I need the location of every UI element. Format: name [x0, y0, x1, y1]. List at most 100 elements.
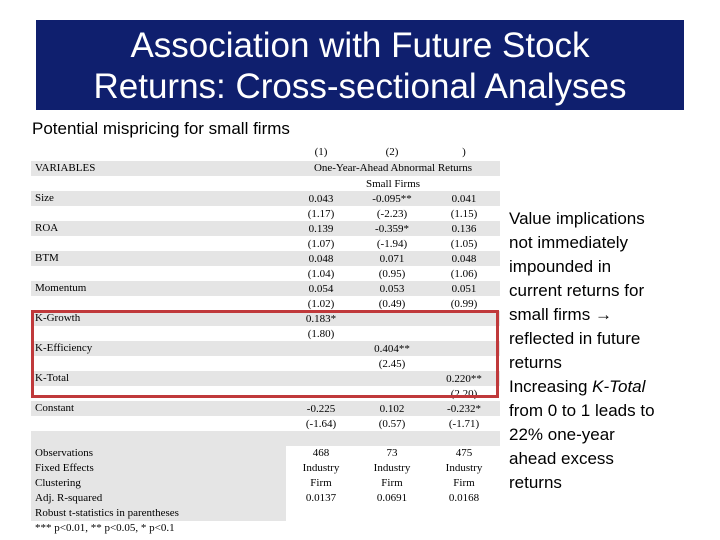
takeaway-line: small firms →: [509, 303, 714, 327]
cell-k-growth-coef-1: 0.183*: [305, 313, 337, 325]
stripe: [31, 191, 286, 206]
cell-roa-coef-3: 0.136: [451, 223, 477, 235]
cell-size-coef-1: 0.043: [308, 193, 334, 205]
stripe: [31, 221, 286, 236]
key-takeaways: Value implications not immediately impou…: [509, 207, 714, 495]
cell-roa-t-2: (-1.94): [376, 238, 408, 250]
takeaway-line: returns: [509, 353, 562, 372]
stripe: [31, 476, 286, 491]
row-label-clustering: Clustering: [35, 477, 81, 489]
row-label-adj-r-squared: Adj. R-squared: [35, 492, 103, 504]
stripe: [31, 491, 286, 506]
cell-adj-r2-2: 0.0691: [376, 492, 408, 504]
cell-constant-t-3: (-1.71): [448, 418, 480, 430]
takeaway-line: returns: [509, 473, 562, 492]
cell-btm-coef-3: 0.048: [451, 253, 477, 265]
cell-constant-t-1: (-1.64): [305, 418, 337, 430]
takeaway-line: current returns for: [509, 281, 645, 300]
cell-roa-coef-2: -0.359*: [375, 223, 409, 235]
cell-observations-2: 73: [386, 447, 398, 459]
stripe: [286, 311, 500, 326]
row-label-momentum: Momentum: [35, 282, 87, 294]
cell-roa-t-3: (1.05): [450, 238, 478, 250]
cell-momentum-coef-2: 0.053: [379, 283, 405, 295]
cell-btm-coef-1: 0.048: [308, 253, 334, 265]
cell-btm-t-1: (1.04): [307, 268, 335, 280]
k-total-emphasis: K-Total: [592, 377, 646, 396]
cell-momentum-t-1: (1.02): [307, 298, 335, 310]
col-header-3: ): [462, 146, 466, 158]
variables-header: VARIABLES: [35, 162, 96, 174]
cell-btm-t-2: (0.95): [378, 268, 406, 280]
takeaway-line: Increasing K-Total: [509, 375, 714, 399]
takeaway-line: Value implications: [509, 209, 645, 228]
slide-subtitle: Potential mispricing for small firms: [32, 119, 290, 138]
cell-size-t-2: (-2.23): [376, 208, 408, 220]
cell-momentum-coef-3: 0.051: [451, 283, 477, 295]
row-label-fixed-effects: Fixed Effects: [35, 462, 94, 474]
takeaway-line: not immediately: [509, 233, 629, 252]
variables-column: VARIABLES Size ROA BTM Momentum K-Growth…: [31, 148, 286, 534]
cell-k-growth-t-1: (1.80): [307, 328, 335, 340]
stripe: [31, 161, 286, 176]
cell-clustering-3: Firm: [453, 477, 475, 489]
cell-adj-r2-3: 0.0168: [448, 492, 480, 504]
takeaway-text: Increasing: [509, 377, 593, 396]
sub-header: Small Firms: [365, 178, 421, 190]
stripe: [31, 446, 286, 461]
cell-constant-coef-1: -0.225: [306, 403, 336, 415]
stripe: [31, 506, 286, 521]
stripe: [31, 431, 286, 446]
cell-observations-3: 475: [455, 447, 473, 459]
stripe: [286, 251, 500, 266]
cell-roa-t-1: (1.07): [307, 238, 335, 250]
takeaway-line: from 0 to 1 leads to: [509, 401, 655, 420]
title-line-1: Association with Future Stock: [130, 26, 590, 65]
regression-table: VARIABLES Size ROA BTM Momentum K-Growth…: [31, 146, 500, 534]
stripe: [286, 161, 500, 176]
takeaway-line: ahead excess: [509, 449, 614, 468]
stripe: [31, 461, 286, 476]
stripe: [286, 191, 500, 206]
cell-fixed-effects-3: Industry: [445, 462, 483, 474]
cell-constant-t-2: (0.57): [378, 418, 406, 430]
note-significance: *** p<0.01, ** p<0.05, * p<0.1: [35, 522, 175, 534]
row-label-roa: ROA: [35, 222, 59, 234]
stripe: [286, 281, 500, 296]
k-measures-highlight-box: [31, 310, 499, 398]
col-header-2: (2): [385, 146, 399, 158]
row-label-k-efficiency: K-Efficiency: [35, 342, 93, 354]
row-label-btm: BTM: [35, 252, 59, 264]
cell-k-efficiency-t-2: (2.45): [378, 358, 406, 370]
stripe: [286, 221, 500, 236]
cell-adj-r2-1: 0.0137: [305, 492, 337, 504]
takeaway-line: impounded in: [509, 257, 612, 276]
span-header: One-Year-Ahead Abnormal Returns: [313, 162, 473, 174]
row-label-size: Size: [35, 192, 54, 204]
cell-momentum-coef-1: 0.054: [308, 283, 334, 295]
cell-k-total-coef-3: 0.220**: [446, 373, 482, 385]
cell-clustering-2: Firm: [381, 477, 403, 489]
cell-size-coef-2: -0.095**: [372, 193, 412, 205]
cell-btm-t-3: (1.06): [450, 268, 478, 280]
takeaway-text: small firms: [509, 305, 595, 324]
stripe: [286, 431, 500, 446]
stripe: [31, 311, 286, 326]
cell-roa-coef-1: 0.139: [308, 223, 334, 235]
arrow-right-icon: →: [594, 305, 612, 324]
cell-btm-coef-2: 0.071: [379, 253, 405, 265]
takeaway-line: reflected in future: [509, 329, 641, 348]
stripe: [286, 371, 500, 386]
row-label-k-total: K-Total: [35, 372, 70, 384]
col-header-1: (1): [314, 146, 328, 158]
cell-observations-1: 468: [312, 447, 330, 459]
cell-size-t-3: (1.15): [450, 208, 478, 220]
stripe: [31, 251, 286, 266]
cell-constant-coef-3: -0.232*: [447, 403, 481, 415]
cell-fixed-effects-2: Industry: [373, 462, 411, 474]
stripe: [286, 341, 500, 356]
cell-size-t-1: (1.17): [307, 208, 335, 220]
cell-momentum-t-2: (0.49): [378, 298, 406, 310]
stripe: [286, 401, 500, 416]
cell-constant-coef-2: 0.102: [379, 403, 405, 415]
